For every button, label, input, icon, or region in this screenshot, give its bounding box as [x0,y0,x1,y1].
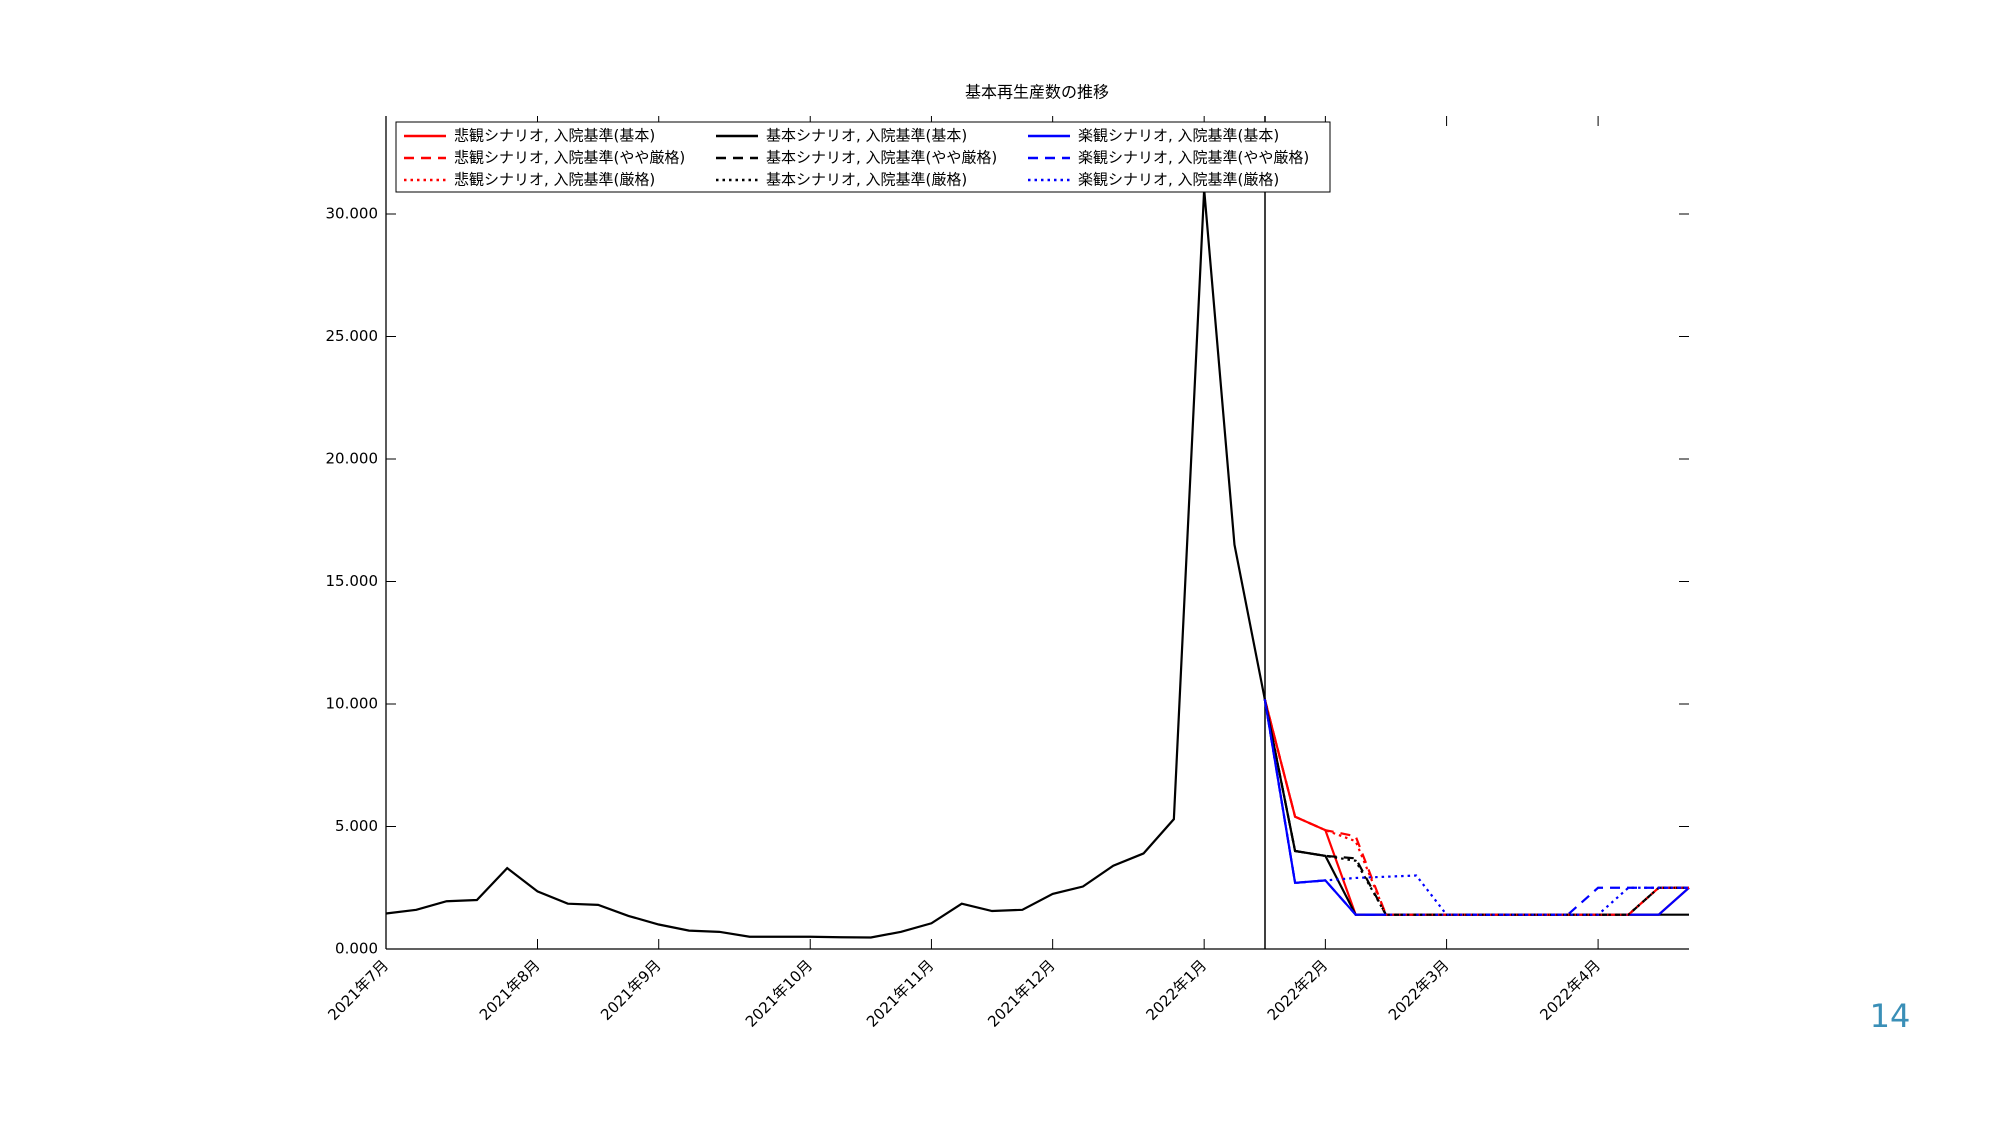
legend-label: 基本シナリオ, 入院基準(基本) [766,127,967,145]
legend: 悲観シナリオ, 入院基準(基本) 基本シナリオ, 入院基準(基本) 楽観シナリオ, … [395,121,1331,193]
series-line [385,189,1689,939]
x-tick-label: 2021年10月 [742,956,816,1030]
legend-label: 悲観シナリオ, 入院基準(やや厳格) [454,149,685,167]
legend-label: 基本シナリオ, 入院基準(厳格) [766,171,967,189]
legend-box [395,121,1331,193]
page-number: 14 [1870,997,1911,1035]
x-tick-label: 2021年11月 [863,956,937,1030]
legend-label: 楽観シナリオ, 入院基準(やや厳格) [1078,149,1309,167]
legend-label: 楽観シナリオ, 入院基準(基本) [1078,127,1279,145]
x-tick-label: 2022年1月 [1142,956,1210,1024]
x-tick-label: 2022年2月 [1264,956,1332,1024]
y-tick-label: 20.000 [326,450,379,468]
y-tick-label: 25.000 [326,327,379,345]
series-line [1263,698,1689,916]
x-tick-label: 2021年12月 [984,956,1058,1030]
x-tick-label: 2022年4月 [1536,956,1604,1024]
y-tick-label: 10.000 [326,695,379,713]
legend-label: 悲観シナリオ, 入院基準(基本) [454,127,655,145]
series-line [1263,698,1690,916]
y-tick-label: 0.000 [335,940,378,958]
x-tick-label: 2022年3月 [1385,956,1453,1024]
series-line [1263,698,1689,916]
chart-title: 基本再生産数の推移 [965,83,1109,102]
x-tick-label: 2021年9月 [597,956,665,1024]
legend-label: 基本シナリオ, 入院基準(やや厳格) [766,149,997,167]
y-tick-label: 5.000 [335,817,378,835]
legend-label: 悲観シナリオ, 入院基準(厳格) [454,171,655,189]
x-tick-label: 2021年7月 [324,956,392,1024]
legend-label: 楽観シナリオ, 入院基準(厳格) [1078,171,1279,189]
y-tick-label: 15.000 [326,572,379,590]
y-tick-label: 30.000 [326,205,379,223]
x-tick-label: 2021年8月 [476,956,544,1024]
